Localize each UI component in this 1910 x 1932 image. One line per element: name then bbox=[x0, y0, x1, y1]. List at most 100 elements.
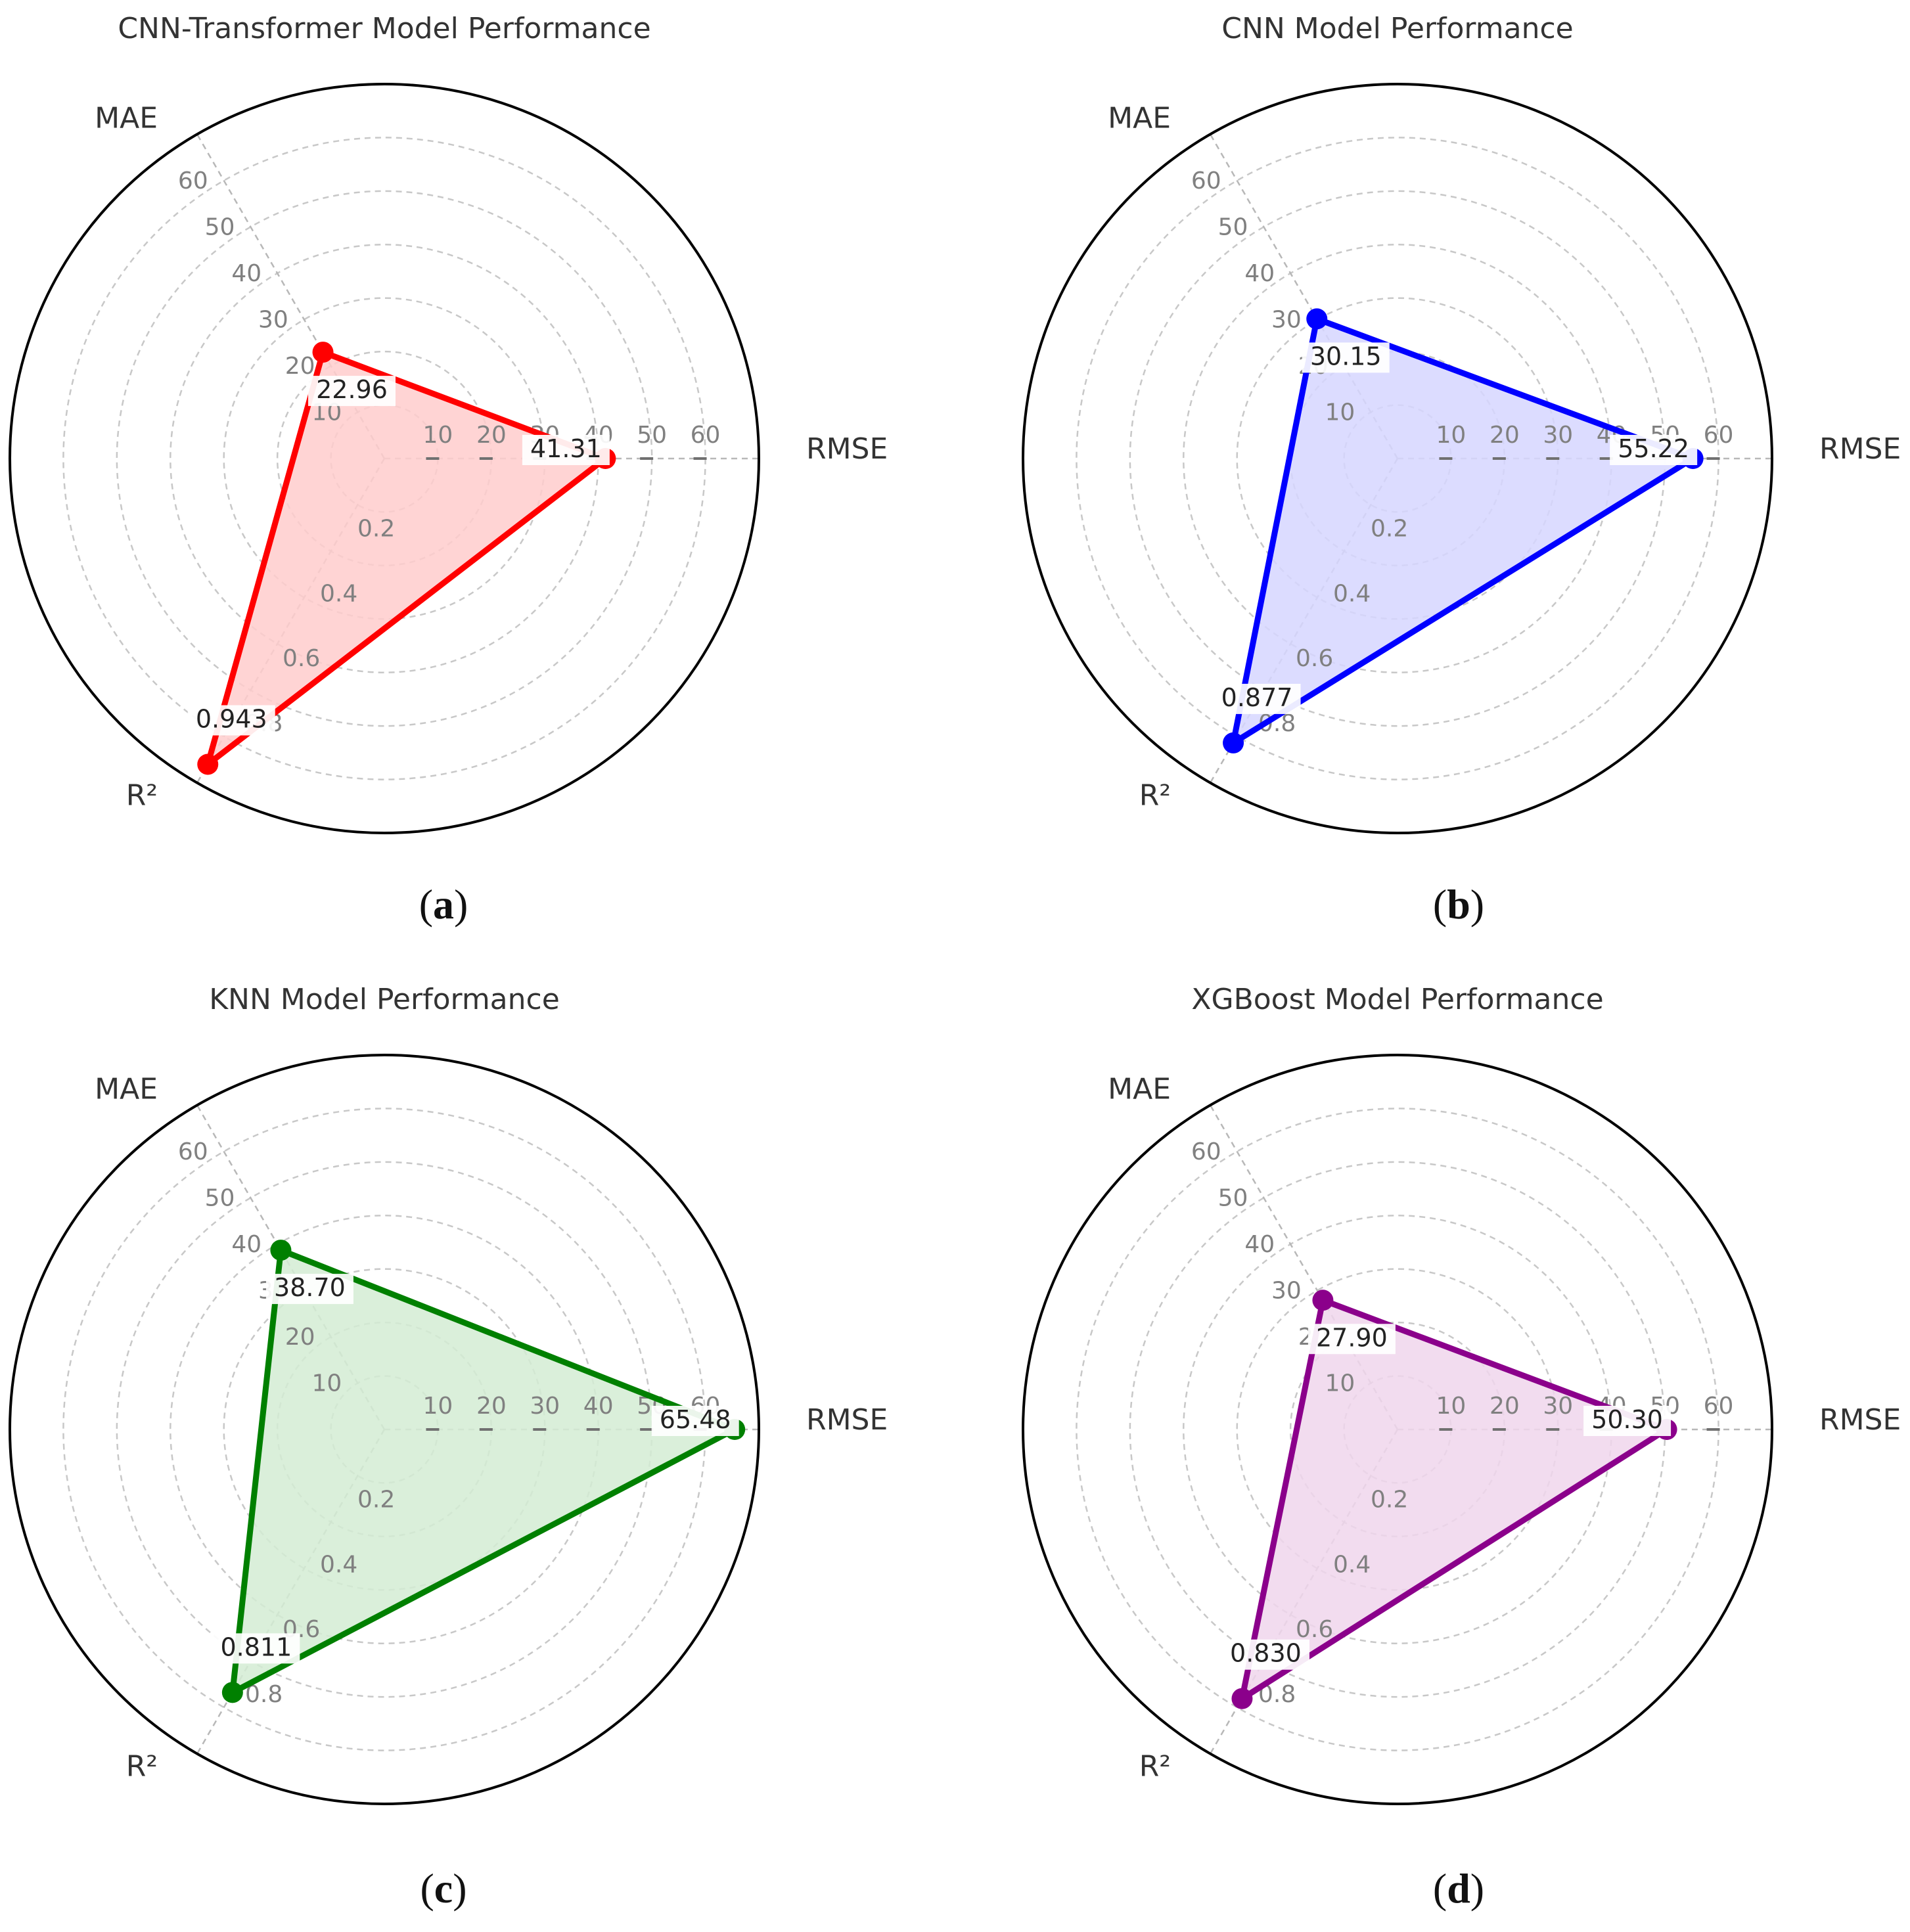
mae-tick-label: 50 bbox=[1218, 1184, 1248, 1211]
value-label-box bbox=[522, 435, 610, 465]
value-label: 30.15 bbox=[1310, 342, 1382, 371]
panel-letter-d: (d) bbox=[1432, 1865, 1485, 1912]
r2-tick-label: 0.2 bbox=[357, 1487, 395, 1514]
value-label: 41.31 bbox=[530, 434, 602, 463]
value-label: 0.943 bbox=[196, 704, 267, 733]
axis-name-mae: MAE bbox=[95, 101, 158, 135]
rmse-tick-label: 60 bbox=[1704, 422, 1734, 449]
r2-tick-label: 0.4 bbox=[1333, 580, 1371, 607]
r2-tick-label: 0.4 bbox=[1333, 1551, 1371, 1578]
mae-tick-label: 40 bbox=[1244, 1231, 1275, 1258]
rmse-tick-label: 30 bbox=[530, 1393, 560, 1420]
mae-tick-label: 20 bbox=[285, 353, 315, 380]
r2-tick-label: 0.6 bbox=[1296, 1616, 1333, 1643]
panel-a: CNN-Transformer Model Performance 10 10 20 2… bbox=[0, 0, 953, 966]
panel-b: CNN Model Performance1010202030304040505… bbox=[1009, 0, 1910, 966]
mae-tick-label: 50 bbox=[205, 213, 235, 240]
chart-title: KNN Model Performance bbox=[209, 983, 560, 1016]
data-area bbox=[208, 352, 606, 765]
value-label-box bbox=[1213, 683, 1301, 714]
rmse-tick-label: 40 bbox=[583, 1393, 614, 1420]
axis-name-rmse: RMSE bbox=[806, 1403, 888, 1437]
value-label: 0.877 bbox=[1221, 683, 1293, 712]
mae-tick-label: 10 bbox=[1325, 1370, 1355, 1397]
mae-tick-label: 10 bbox=[311, 1370, 342, 1397]
radar-chart-a: CNN-Transformer Model Performance1010202… bbox=[9, 12, 888, 834]
axis-name-rmse: RMSE bbox=[1819, 432, 1901, 466]
axis-name-r2: R² bbox=[126, 779, 158, 813]
value-label: 55.22 bbox=[1618, 434, 1689, 463]
mae-tick-label: 40 bbox=[231, 260, 261, 287]
value-label-box bbox=[651, 1406, 739, 1436]
value-label-box bbox=[1307, 1324, 1396, 1355]
panel-letter-a: (a) bbox=[419, 881, 468, 928]
data-area bbox=[1233, 319, 1693, 743]
panel-d: XGBoost Model Performance101020203030404… bbox=[1009, 971, 1910, 1932]
axis-name-mae: MAE bbox=[95, 1072, 158, 1106]
data-point-mae bbox=[270, 1240, 292, 1261]
value-label-box bbox=[212, 1633, 300, 1664]
value-label: 50.30 bbox=[1591, 1405, 1663, 1434]
rmse-tick-label: 60 bbox=[1704, 1393, 1734, 1420]
axis-name-mae: MAE bbox=[1108, 1072, 1171, 1106]
outer-frame bbox=[9, 1054, 760, 1805]
rmse-tick-label: 30 bbox=[1543, 422, 1573, 449]
axis-name-r2: R² bbox=[1139, 1750, 1171, 1784]
mae-tick-label: 30 bbox=[1271, 1277, 1302, 1304]
data-point-r2 bbox=[1223, 732, 1244, 753]
data-point-r2 bbox=[221, 1682, 243, 1703]
radar-chart-b: CNN Model Performance1010202030304040505… bbox=[1022, 12, 1901, 834]
value-label: 38.70 bbox=[274, 1273, 346, 1302]
mae-tick-label: 60 bbox=[178, 168, 208, 194]
rmse-tick-label: 20 bbox=[476, 422, 507, 449]
rmse-tick-label: 10 bbox=[423, 422, 453, 449]
mae-tick-label: 60 bbox=[1191, 168, 1221, 194]
data-point-mae bbox=[1306, 308, 1328, 330]
value-label: 22.96 bbox=[316, 375, 388, 404]
chart-title: CNN-Transformer Model Performance bbox=[118, 12, 650, 45]
value-label-box bbox=[1302, 342, 1390, 373]
mae-tick-label: 40 bbox=[231, 1231, 261, 1258]
r2-tick-label: 0.4 bbox=[320, 580, 357, 607]
axis-name-r2: R² bbox=[126, 1750, 158, 1784]
rmse-tick-label: 60 bbox=[691, 422, 721, 449]
value-label: 27.90 bbox=[1316, 1323, 1388, 1352]
r2-tick-label: 0.2 bbox=[357, 516, 395, 543]
mae-tick-label: 50 bbox=[1218, 213, 1248, 240]
rmse-tick-label: 10 bbox=[1436, 1393, 1467, 1420]
data-point-r2 bbox=[197, 753, 219, 775]
r2-tick-label: 0.2 bbox=[1371, 516, 1408, 543]
data-point-r2 bbox=[1231, 1688, 1253, 1709]
data-outline bbox=[1237, 1296, 1673, 1705]
data-area bbox=[232, 1250, 735, 1693]
r2-tick-label: 0.6 bbox=[283, 645, 320, 672]
chart-title: CNN Model Performance bbox=[1221, 12, 1573, 45]
rmse-tick-label: 10 bbox=[423, 1393, 453, 1420]
data-outline bbox=[202, 348, 612, 773]
outer-frame bbox=[1022, 83, 1773, 834]
mae-tick-label: 20 bbox=[285, 1324, 315, 1351]
data-point-mae bbox=[312, 342, 334, 363]
panel-letter-b: (b) bbox=[1432, 881, 1485, 928]
rmse-tick-label: 20 bbox=[1489, 1393, 1520, 1420]
radar-chart-d: XGBoost Model Performance101020203030404… bbox=[1022, 983, 1901, 1805]
value-label-box bbox=[265, 1274, 353, 1305]
outer-frame bbox=[9, 83, 760, 834]
chart-title: XGBoost Model Performance bbox=[1191, 983, 1603, 1016]
value-label-box bbox=[187, 705, 275, 736]
value-label: 65.48 bbox=[660, 1405, 731, 1434]
value-label-box bbox=[1583, 1406, 1671, 1436]
data-point-mae bbox=[1312, 1290, 1334, 1311]
mae-tick-label: 10 bbox=[1325, 399, 1355, 426]
value-label: 0.830 bbox=[1230, 1639, 1302, 1668]
outer-frame bbox=[1022, 1054, 1773, 1805]
data-outline bbox=[229, 1246, 742, 1698]
value-label: 0.811 bbox=[220, 1632, 292, 1661]
value-label-box bbox=[308, 376, 396, 407]
r2-tick-label: 0.2 bbox=[1371, 1487, 1408, 1514]
panel-c: KNN Model Performance1010202030304040505… bbox=[0, 971, 953, 1932]
r2-tick-label: 0.6 bbox=[1296, 645, 1333, 672]
rmse-tick-label: 10 bbox=[1436, 422, 1467, 449]
mae-tick-label: 60 bbox=[1191, 1138, 1221, 1165]
